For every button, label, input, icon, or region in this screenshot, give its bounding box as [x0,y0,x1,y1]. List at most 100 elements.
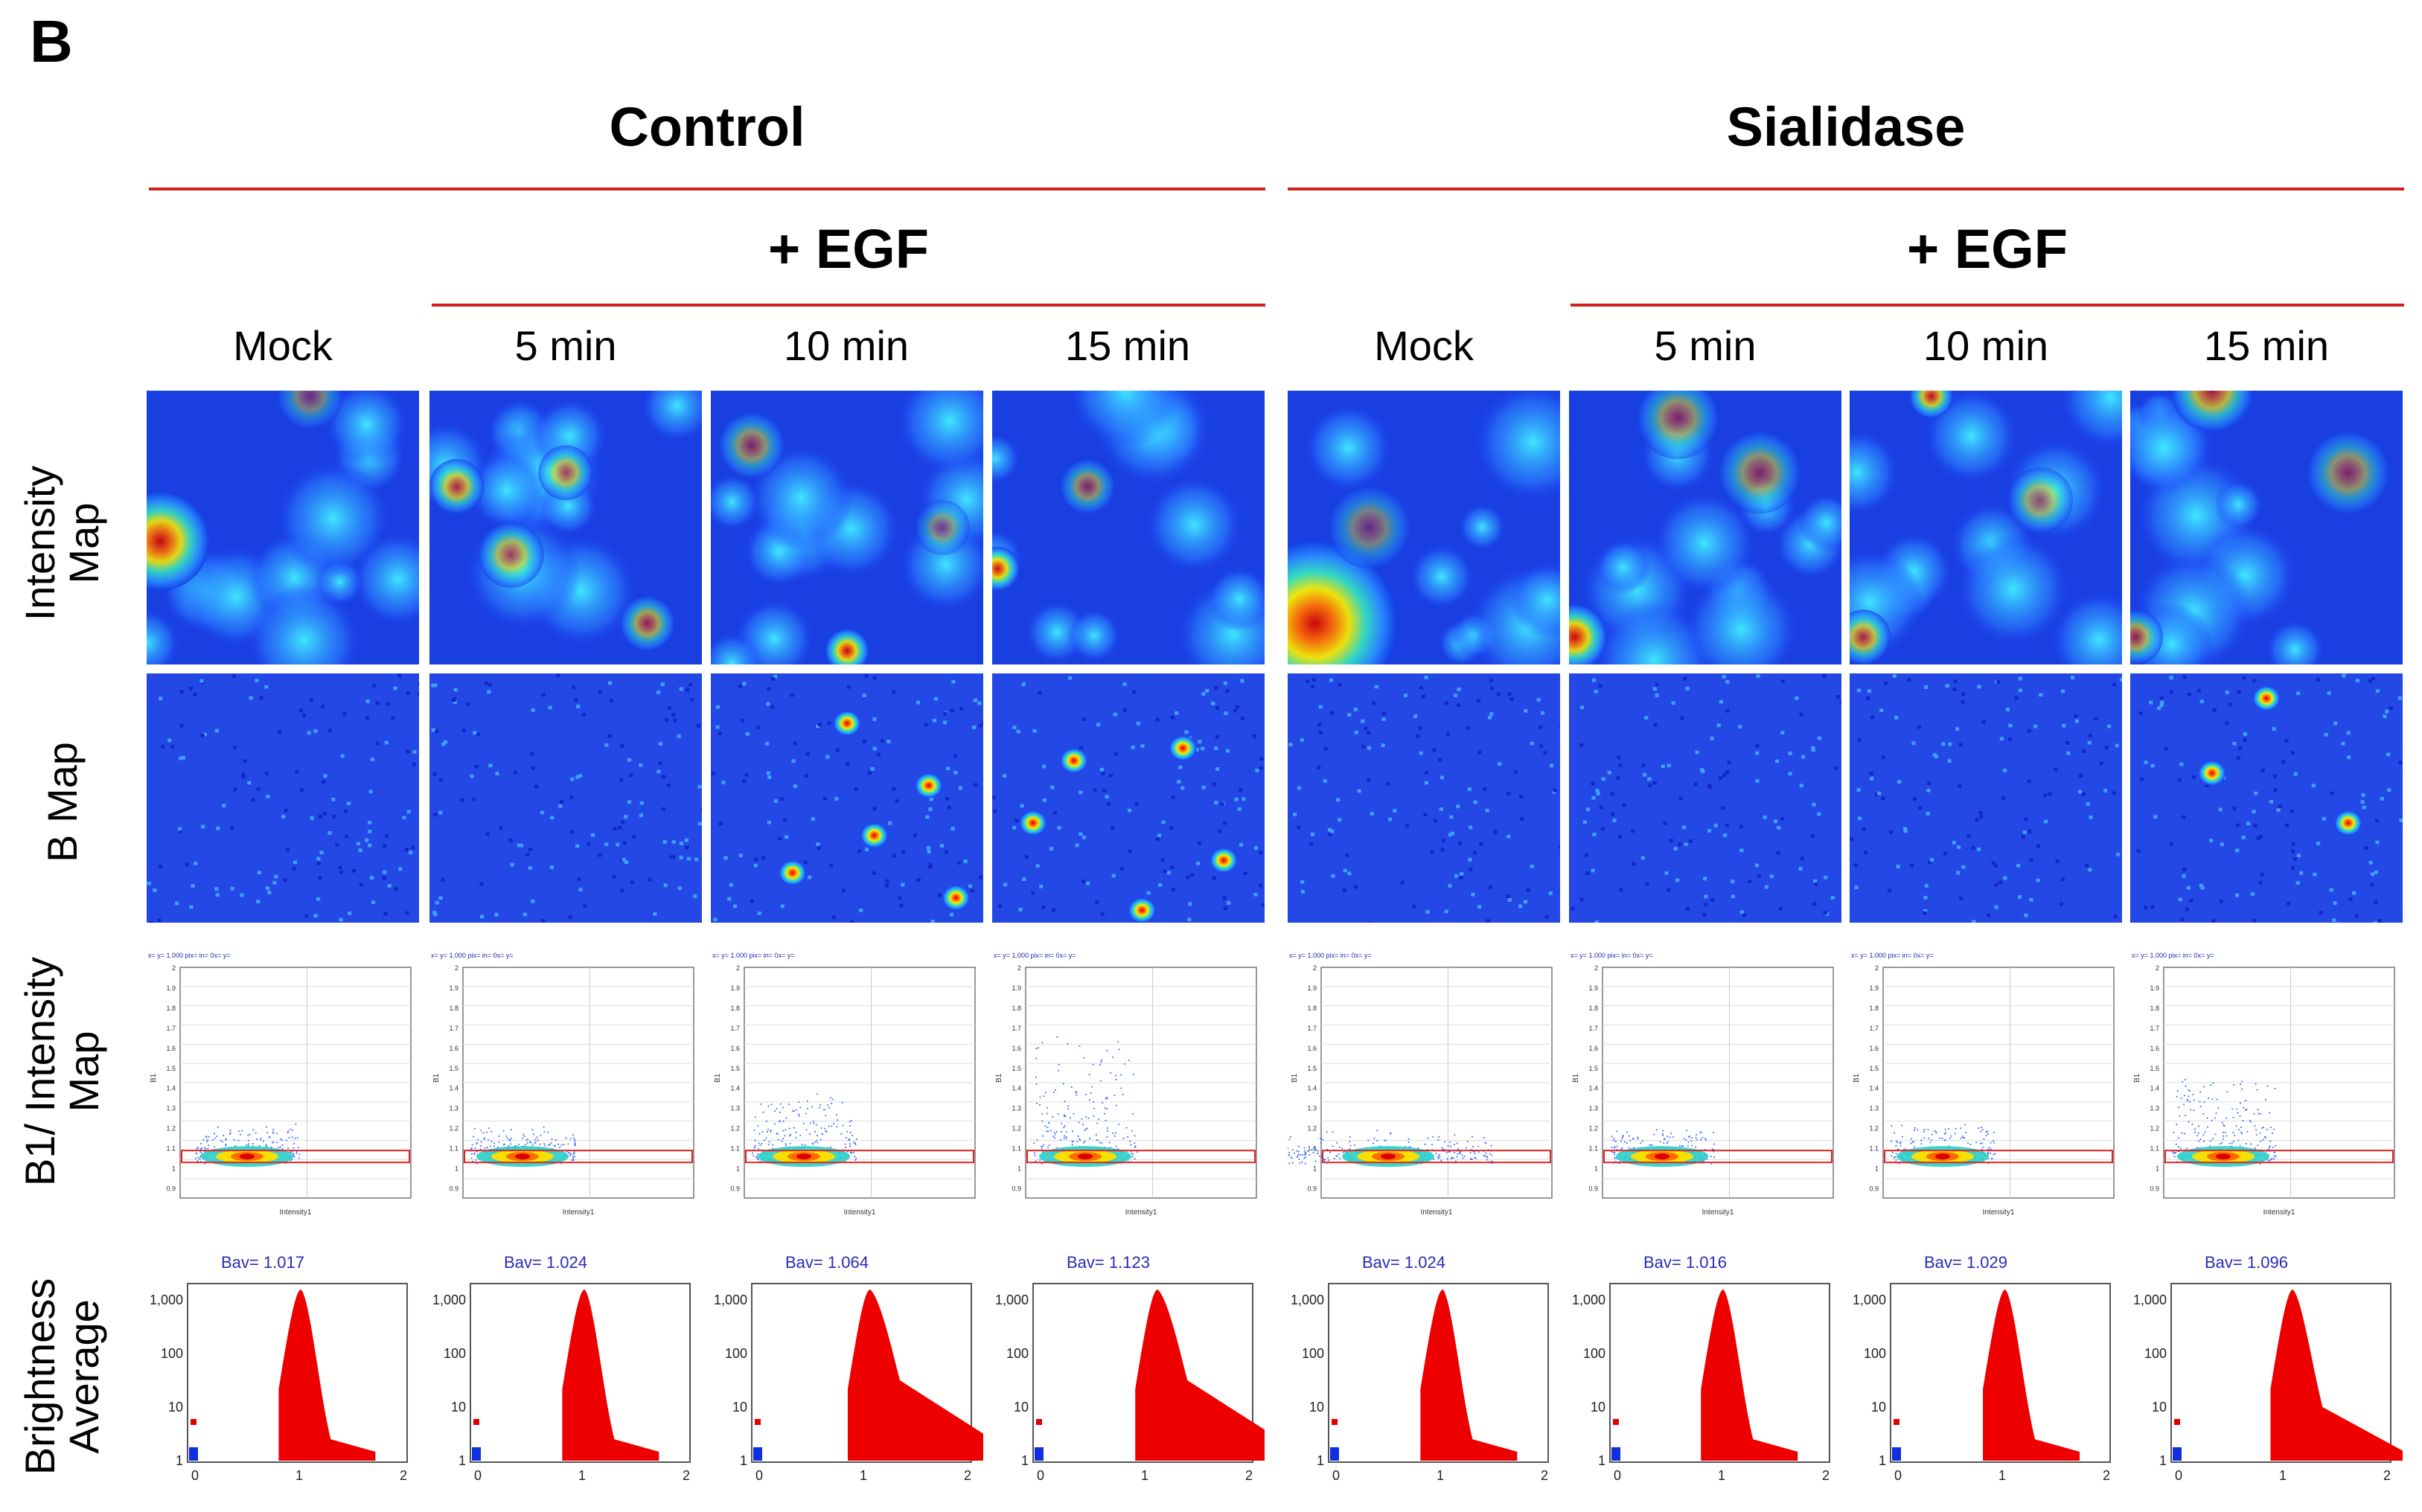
scatter-ytick: 1.1 [166,1145,176,1153]
scatter-ytick: 1.2 [166,1125,176,1133]
intensity-map-control-10min [711,391,983,664]
scatter-ytick: 1.9 [1588,984,1598,992]
scatter-ytick: 1.3 [166,1105,176,1112]
row-label-intensity-map: Intensity Map [16,432,123,655]
scatter-ytick: 1.3 [1012,1105,1021,1112]
scatter-xlabel: Intensity1 [844,1208,876,1217]
scatter-ytick: 1.6 [449,1045,458,1052]
scatter-ytick: 1.4 [449,1085,458,1092]
scatter-ytick: 1 [1594,1165,1598,1173]
scatter-ytick: 2 [455,964,458,972]
hist-xtick: 0 [1894,1468,1902,1483]
hist-xtick: 0 [1614,1468,1621,1483]
scatter-plot-control-15min: x= y= 1.000 pix= in= 0x= y= 2 1.9 1.8 1.7 1.6… [992,949,1265,1231]
scatter-ytick: 0.9 [449,1185,458,1193]
hist-xtick: 2 [2103,1468,2110,1483]
row-label-intensity-line1: Intensity [16,465,63,621]
scatter-header: x= y= 1.000 pix= in= 0x= y= [1571,952,1653,959]
scatter-ytick: 1.8 [1869,1005,1879,1012]
scatter-ylabel: B1 [150,1073,158,1083]
scatter-ytick: 1.6 [730,1045,740,1052]
hist-xtick: 0 [2175,1468,2182,1483]
b-map-sialidase-10min [1850,673,2122,923]
row-label-hist-line2: Average [60,1299,107,1454]
egf-label-control: + EGF [768,218,929,280]
scatter-ytick: 1.5 [2150,1065,2159,1072]
intensity-map-control-5min [429,391,702,664]
histogram-sialidase-10min: Bav= 1.029 1,000 100 10 1 0 1 2 [1850,1243,2122,1496]
scatter-ytick: 1.7 [1307,1025,1317,1032]
hist-xtick: 2 [1822,1468,1830,1483]
scatter-ytick: 1.5 [730,1065,740,1072]
scatter-ytick: 1 [1017,1165,1021,1173]
scatter-ytick: 1.2 [1588,1125,1598,1133]
scatter-ytick: 1.6 [1012,1045,1021,1052]
hist-xtick: 1 [1141,1468,1148,1483]
row-label-hist-line1: Brightness [16,1278,63,1476]
col-label-control-15min: 15 min [1064,322,1191,369]
scatter-ytick: 1.6 [166,1045,176,1052]
hist-xtick: 2 [964,1468,971,1483]
intensity-map-sialidase-mock [1288,391,1560,664]
hist-ytick: 1,000 [714,1292,747,1307]
col-label-sialidase-5min: 5 min [1654,322,1757,369]
scatter-xlabel: Intensity1 [2263,1208,2295,1217]
scatter-ytick: 1.4 [2150,1085,2159,1092]
scatter-header: x= y= 1.000 pix= in= 0x= y= [148,952,231,959]
panel-letter: B [30,8,73,74]
scatter-ytick: 1.1 [1307,1145,1317,1153]
col-label-control-mock: Mock [233,322,333,369]
scatter-ytick: 1.7 [449,1025,458,1032]
hist-xtick: 2 [683,1468,690,1483]
hist-ytick: 10 [1309,1400,1324,1415]
hist-ytick: 1 [2159,1453,2167,1468]
intensity-map-control-15min [992,391,1265,664]
hist-xtick: 0 [1037,1468,1044,1483]
scatter-ytick: 1.2 [1012,1125,1021,1133]
control-group-line [149,188,1265,190]
scatter-header: x= y= 1.000 pix= in= 0x= y= [431,952,514,959]
col-label-sialidase-10min: 10 min [1923,322,2049,369]
scatter-ytick: 1.4 [1869,1085,1879,1092]
scatter-ytick: 1.8 [166,1005,176,1012]
row-label-bmap-text: B Map [39,742,86,862]
hist-ytick: 100 [161,1346,183,1361]
scatter-ytick: 1.8 [1588,1005,1598,1012]
scatter-ytick: 1.8 [449,1005,458,1012]
scatter-ylabel: B1 [1572,1073,1580,1083]
scatter-ytick: 1.3 [1869,1105,1879,1112]
intensity-map-control-mock [147,391,419,664]
b-map-control-mock [147,673,419,923]
scatter-ytick: 1.1 [2150,1145,2159,1153]
scatter-ytick: 0.9 [1588,1185,1598,1193]
hist-xtick: 1 [2279,1468,2287,1483]
scatter-ytick: 1.9 [1012,984,1021,992]
scatter-xlabel: Intensity1 [1421,1208,1453,1217]
scatter-ytick: 1.2 [2150,1125,2159,1133]
scatter-ytick: 2 [1017,964,1021,972]
scatter-ytick: 1.9 [166,984,176,992]
scatter-ytick: 1.8 [2150,1005,2159,1012]
scatter-header: x= y= 1.000 pix= in= 0x= y= [712,952,795,959]
scatter-ytick: 1.1 [1588,1145,1598,1153]
group-title-control: Control [609,96,805,158]
scatter-ytick: 2 [2156,964,2159,972]
scatter-ytick: 1.3 [730,1105,740,1112]
scatter-ytick: 1.4 [166,1085,176,1092]
scatter-ytick: 1.2 [449,1125,458,1133]
hist-xtick: 1 [1998,1468,2006,1483]
scatter-ytick: 1.2 [1869,1125,1879,1133]
hist-xtick: 0 [755,1468,763,1483]
scatter-ytick: 1.4 [1588,1085,1598,1092]
histogram-control-5min: Bav= 1.024 1,000 100 10 1 0 1 2 [429,1243,702,1496]
row-label-scatter-line2: Map [60,1031,107,1112]
scatter-ylabel: B1 [714,1073,722,1083]
scatter-ytick: 1.3 [1588,1105,1598,1112]
scatter-ytick: 1.1 [1869,1145,1879,1153]
scatter-ytick: 1.5 [166,1065,176,1072]
intensity-map-sialidase-10min [1850,391,2122,664]
bav-label: Bav= 1.024 [1362,1253,1445,1272]
scatter-ytick: 0.9 [730,1185,740,1193]
scatter-plot-sialidase-5min: x= y= 1.000 pix= in= 0x= y= 2 1.9 1.8 1.7 1.6… [1569,949,1841,1231]
egf-line-control [432,304,1265,307]
